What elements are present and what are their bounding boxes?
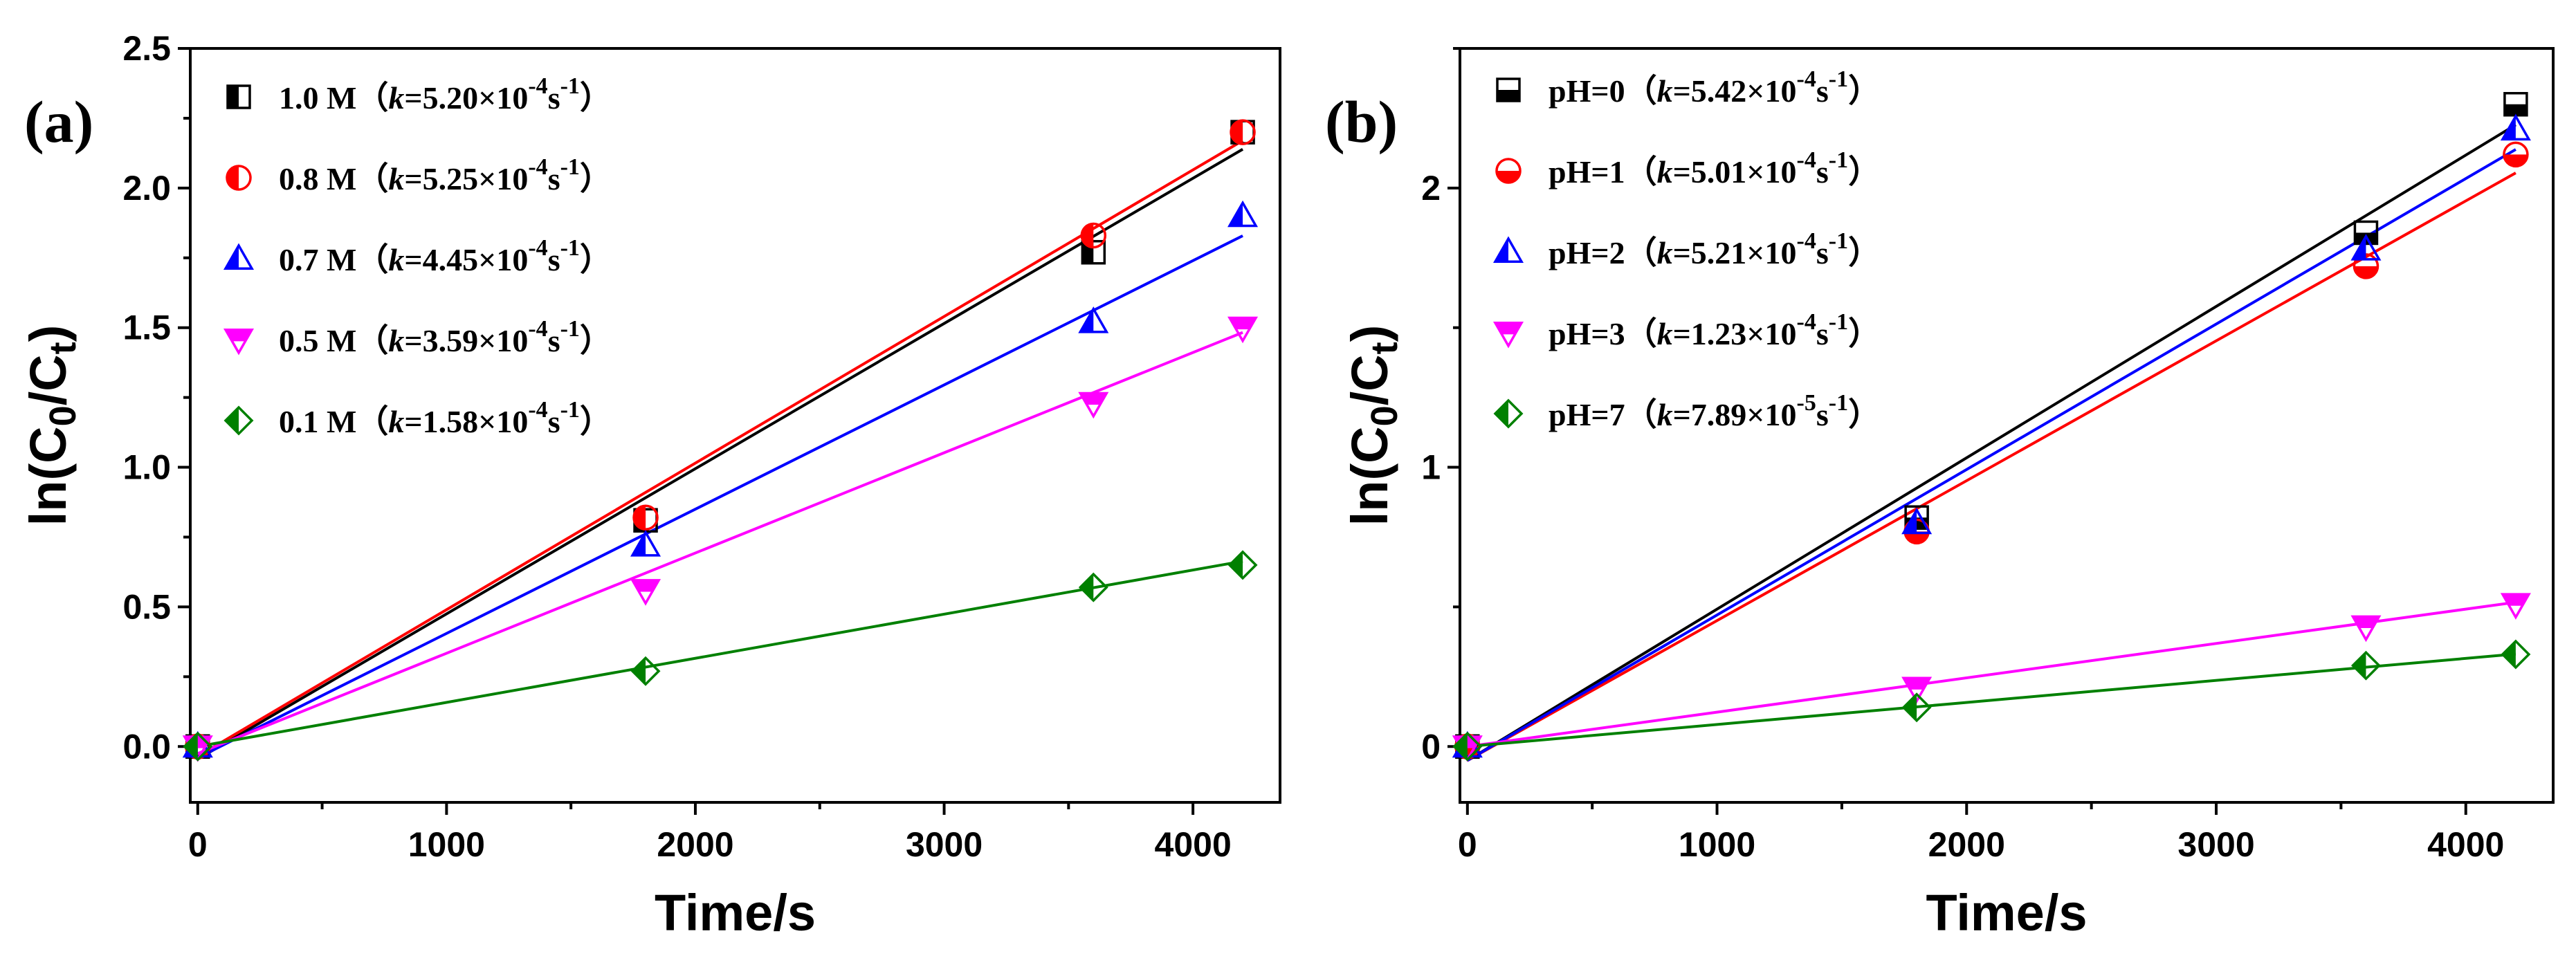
legend-marker [226, 84, 251, 109]
legend: 1.0 M（k=5.20×10-4s-1） 0.8 M（k=5.25×10-4s-… [223, 73, 612, 439]
legend-marker [1496, 77, 1521, 102]
x-tick-label: 1000 [1679, 825, 1755, 864]
y-tick-label: 1.0 [122, 448, 171, 487]
legend-marker [1492, 236, 1524, 263]
panel-label: (b) [1325, 89, 1398, 155]
data-point-s4-3 [2350, 615, 2382, 643]
y-tick-label: 2.5 [122, 29, 171, 68]
data-point-s4-2 [1901, 676, 1933, 704]
legend-entry: pH=0（k=5.42×10-4s-1） [1549, 66, 1880, 109]
data-point-s5-1 [183, 731, 213, 762]
data-point-s2-4 [2503, 141, 2529, 168]
chart-panel-1: (a) 0 1000 2000 3000 4000 0.0 0.5 1.0 1.5 2.0 2.5 Ti… [19, 29, 1281, 941]
legend-entry: 0.5 M（k=3.59×10-4s-1） [279, 316, 612, 358]
fit-line-5 [1467, 652, 2516, 748]
x-tick-label: 3000 [2177, 825, 2254, 864]
x-tick-label: 2000 [657, 825, 733, 864]
data-point-s5-3 [1078, 572, 1108, 602]
legend-marker [226, 165, 252, 191]
legend-entry: pH=1（k=5.01×10-4s-1） [1549, 147, 1880, 190]
y-tick-label: 0.0 [122, 727, 171, 766]
data-point-s2-3 [1080, 222, 1107, 249]
data-point-s5-4 [2501, 639, 2531, 670]
x-tick-label: 4000 [1155, 825, 1232, 864]
data-point-s5-4 [1227, 550, 1258, 580]
legend-marker [223, 243, 255, 270]
data-point-s4-4 [2500, 593, 2531, 620]
data-point-s1-4 [2503, 91, 2528, 117]
fit-line-1 [197, 148, 1244, 761]
fit-line-1 [1466, 123, 2516, 762]
y-tick-label: 0 [1421, 727, 1441, 766]
data-point-s3-4 [1227, 200, 1259, 228]
legend: pH=0（k=5.42×10-4s-1） pH=1（k=5.01×10-4s-1）… [1492, 66, 1880, 432]
data-point-s4-4 [1227, 316, 1259, 344]
chart-panel-2: (b) 0 1000 2000 3000 4000 0 1 2 Time/s ln(C0/Ct) pH… [1325, 47, 2555, 941]
y-axis-title: ln(C0/Ct) [19, 325, 84, 526]
data-point-s2-2 [632, 504, 659, 531]
y-tick-label: 2 [1421, 169, 1441, 208]
legend-entry: 0.1 M（k=1.58×10-4s-1） [279, 397, 612, 439]
legend-entry: pH=3（k=1.23×10-4s-1） [1549, 309, 1880, 351]
x-axis-title: Time/s [1926, 884, 2087, 941]
x-tick-label: 0 [188, 825, 208, 864]
legend-marker [1493, 398, 1524, 429]
data-point-s3-2 [630, 530, 661, 557]
data-point-s3-3 [1078, 306, 1109, 333]
y-tick-label: 1 [1421, 448, 1441, 487]
fit-line-3 [197, 234, 1243, 759]
fit-line-4 [1467, 600, 2516, 748]
legend-entry: pH=7（k=7.89×10-5s-1） [1549, 390, 1880, 432]
legend-marker [1492, 322, 1524, 349]
y-tick-label: 2.0 [122, 169, 171, 208]
x-axis-title: Time/s [655, 884, 816, 941]
plot-frame [189, 47, 1281, 804]
data-point-s4-3 [1078, 392, 1109, 419]
fit-line-5 [197, 560, 1243, 748]
legend-marker [1495, 158, 1522, 184]
legend-entry: 0.8 M（k=5.25×10-4s-1） [279, 154, 612, 196]
x-tick-label: 2000 [1928, 825, 2005, 864]
fit-line-3 [1466, 148, 2516, 762]
panel-label: (a) [24, 89, 93, 155]
x-tick-label: 3000 [906, 825, 983, 864]
legend-marker [223, 329, 255, 356]
data-point-s5-2 [1901, 692, 1932, 723]
y-tick-label: 1.5 [122, 308, 171, 347]
data-point-s5-2 [630, 656, 661, 686]
data-point-s4-2 [630, 579, 661, 606]
legend-marker [223, 405, 254, 436]
y-axis-title: ln(C0/Ct) [1341, 325, 1405, 526]
data-point-s3-2 [1901, 507, 1933, 535]
legend-entry: 1.0 M（k=5.20×10-4s-1） [279, 73, 612, 116]
fit-line-4 [197, 331, 1243, 755]
legend-entry: pH=2（k=5.21×10-4s-1） [1549, 228, 1880, 270]
plot-frame [1459, 47, 2555, 804]
y-tick-label: 0.5 [122, 587, 171, 626]
legend-entry: 0.7 M（k=4.45×10-4s-1） [279, 235, 612, 277]
data-point-s3-4 [2500, 113, 2531, 141]
x-tick-label: 4000 [2427, 825, 2504, 864]
x-tick-label: 1000 [408, 825, 485, 864]
data-point-s3-3 [2350, 234, 2382, 261]
data-point-s5-3 [2350, 650, 2381, 681]
x-tick-label: 0 [1458, 825, 1477, 864]
fit-line-2 [1466, 172, 2516, 762]
fit-line-2 [197, 139, 1244, 758]
data-point-s2-4 [1230, 119, 1256, 145]
data-point-s5-1 [1452, 731, 1483, 762]
